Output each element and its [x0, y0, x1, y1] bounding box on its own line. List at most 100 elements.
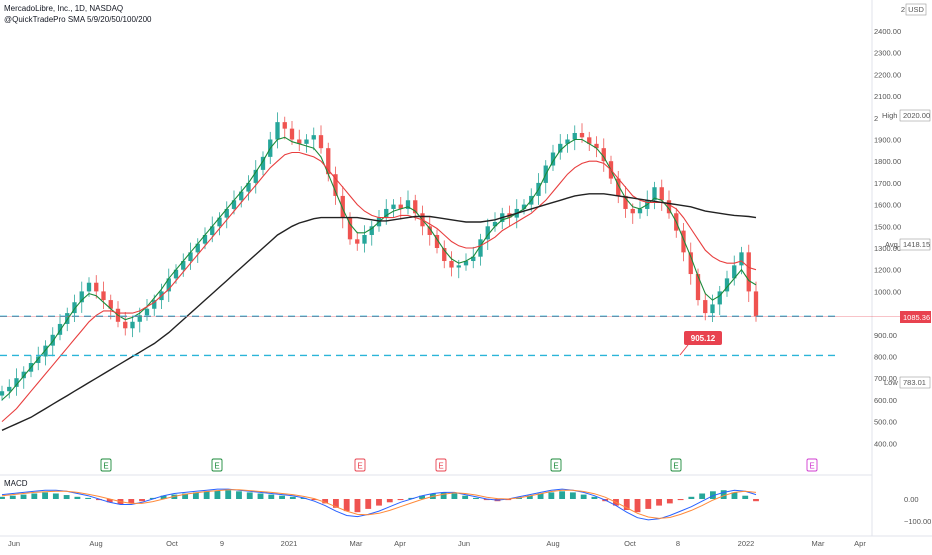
candle-body: [659, 187, 664, 201]
candle-body: [703, 300, 708, 314]
candle-body: [681, 230, 686, 253]
time-axis: Jun Aug Oct 9 2021 Mar Apr Jun Aug Oct 8 2022 Mar Apr: [8, 539, 866, 548]
time-tick-label: Apr: [394, 539, 406, 548]
time-tick-label: 2022: [738, 539, 755, 548]
price-tick-label: 2200.00: [874, 70, 901, 79]
candle-body: [289, 128, 295, 140]
macd-histogram-bar: [332, 499, 339, 508]
candle-body: [594, 143, 599, 149]
last-price-box: [900, 311, 931, 323]
low-label: Low: [884, 378, 898, 387]
candle-body: [521, 204, 527, 209]
candle-body: [434, 234, 440, 248]
macd-histogram-bar: [300, 497, 307, 499]
candle-body: [456, 265, 461, 268]
candle-body: [739, 252, 744, 266]
macd-histogram-bar: [666, 499, 673, 504]
candle-body: [492, 221, 498, 227]
low-value-box: [899, 376, 931, 389]
candle-body: [57, 323, 63, 335]
macd-histogram-bar: [634, 499, 641, 513]
macd-histogram-bar: [128, 499, 135, 504]
candle-body: [43, 345, 48, 357]
candle-body: [181, 261, 186, 270]
macd-histogram-bar: [289, 496, 296, 499]
candle-body: [746, 252, 751, 292]
high-label: High: [882, 111, 897, 120]
candle-body: [72, 302, 77, 314]
macd-histogram-bar: [753, 499, 759, 502]
candle-body: [275, 122, 280, 140]
macd-histogram-bar: [236, 491, 242, 499]
macd-histogram-bar: [42, 492, 49, 499]
candle-body: [579, 132, 585, 138]
macd-histogram-bar: [516, 497, 522, 499]
candle-body: [398, 204, 403, 209]
candle-body: [246, 182, 251, 192]
macd-histogram-bar: [451, 493, 458, 499]
price-tick-label: 600.00: [874, 396, 897, 405]
avg-label: Avg: [885, 240, 898, 249]
candle-body: [391, 204, 396, 209]
macd-histogram-bar: [85, 497, 92, 499]
candle-body: [601, 148, 606, 162]
macd-histogram-bar: [31, 493, 38, 499]
macd-tick-label: 0.00: [904, 495, 919, 504]
macd-signal-line: [1, 489, 757, 519]
macd-histogram-bar: [257, 493, 264, 499]
candle-body: [333, 174, 338, 196]
macd-histogram-bar: [408, 497, 415, 499]
candle-body: [50, 334, 55, 346]
earnings-marker-box: [550, 458, 562, 472]
macd-pane: 0.00 −100.00: [0, 488, 931, 526]
earnings-marker-box: [211, 458, 223, 472]
earnings-marker: E: [435, 458, 447, 472]
candle-body: [630, 208, 635, 214]
candle-body: [36, 356, 41, 364]
macd-histogram-bar: [149, 497, 156, 499]
macd-histogram-bar: [279, 495, 285, 499]
earnings-marker: E: [806, 458, 818, 472]
candle-body: [616, 178, 621, 196]
time-tick-label: 8: [676, 539, 680, 548]
macd-tick-label: −100.00: [904, 517, 931, 526]
candle-body: [166, 278, 171, 292]
candle-body: [666, 200, 672, 214]
candle-body: [282, 122, 287, 129]
macd-histogram-bar: [397, 499, 404, 501]
marker-price: 905.12: [691, 334, 716, 343]
candle-body: [753, 291, 759, 317]
macd-histogram-bar: [645, 499, 652, 509]
currency-box[interactable]: [905, 3, 927, 16]
candle-body: [304, 139, 309, 144]
candle-body: [717, 291, 722, 305]
time-tick-label: Jun: [8, 539, 20, 548]
macd-histogram-bar: [505, 499, 512, 501]
candle-body: [463, 261, 469, 266]
candle-body: [652, 187, 657, 201]
macd-histogram-bar: [214, 490, 221, 499]
candle-body: [413, 200, 418, 214]
price-tick-label: 500.00: [874, 418, 897, 427]
macd-histogram-bar: [688, 496, 695, 499]
macd-histogram-bar: [311, 499, 318, 501]
macd-histogram-bar: [52, 493, 59, 499]
macd-histogram-bar: [623, 499, 630, 510]
candle-body: [384, 208, 389, 218]
time-tick-label: Aug: [89, 539, 102, 548]
candle-body: [108, 300, 113, 309]
earnings-marker-label: E: [809, 462, 814, 471]
moving-averages-layer: [1, 136, 757, 431]
time-tick-label: Aug: [546, 539, 559, 548]
macd-histogram-bar: [139, 499, 145, 502]
price-tick-label: 1300.00: [874, 244, 901, 253]
candle-body: [732, 265, 737, 279]
candle-body: [79, 291, 84, 303]
macd-histogram-bar: [74, 496, 81, 499]
macd-histogram-bar: [268, 494, 275, 499]
marker-box[interactable]: [684, 331, 722, 345]
macd-histogram-bar: [473, 497, 479, 499]
